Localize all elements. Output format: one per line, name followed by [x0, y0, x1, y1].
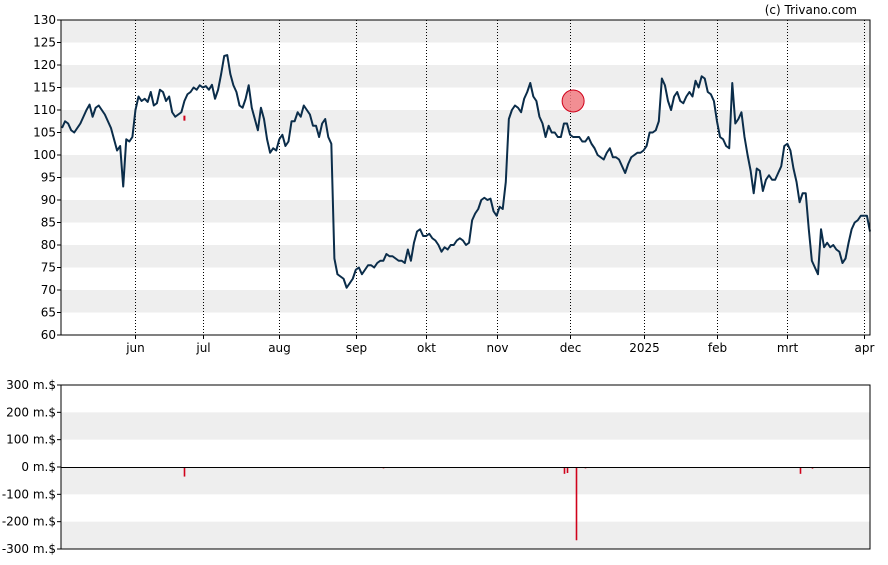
- volume-panel: 300 m.$ 200 m.$ 100 m.$ 0 m.$ -100 m.$ -200 m…: [2, 378, 871, 556]
- price-x-tick-label: 2025: [629, 341, 660, 355]
- volume-band: [61, 521, 870, 549]
- volume-bars: [183, 467, 814, 541]
- price-x-tick-label: sep: [346, 341, 367, 355]
- price-line: [61, 54, 871, 289]
- volume-y-tick-label: 200 m.$: [6, 405, 56, 419]
- price-x-tick-label: mrt: [777, 341, 799, 355]
- price-x-tick-label: jul: [195, 341, 210, 355]
- volume-grid-bands: [61, 412, 870, 549]
- price-y-tick-label: 95: [41, 171, 56, 185]
- price-markers: [183, 89, 585, 121]
- price-x-axis: junjulaugsepoktnovdec2025febmrtaprmei: [125, 335, 875, 355]
- price-x-tick-label: aug: [268, 341, 291, 355]
- price-y-tick-label: 85: [41, 216, 56, 230]
- volume-y-axis: 300 m.$ 200 m.$ 100 m.$ 0 m.$ -100 m.$ -200 m…: [2, 378, 61, 556]
- price-band: [61, 65, 870, 88]
- volume-frame: [60, 384, 871, 550]
- price-band: [61, 245, 870, 268]
- price-x-tick-label: feb: [708, 341, 727, 355]
- volume-y-tick-label: 0 m.$: [21, 460, 56, 474]
- price-band: [61, 200, 870, 223]
- price-y-tick-label: 80: [41, 238, 56, 252]
- price-x-tick-label: jun: [125, 341, 145, 355]
- price-y-tick-label: 105: [33, 126, 56, 140]
- price-band: [61, 290, 870, 313]
- volume-y-tick-label: 300 m.$: [6, 378, 56, 392]
- price-frame: [60, 19, 871, 336]
- price-y-tick-label: 120: [33, 58, 56, 72]
- event-marker: [561, 89, 585, 113]
- volume-y-tick-label: 100 m.$: [6, 433, 56, 447]
- price-y-tick-label: 60: [41, 328, 56, 342]
- price-x-tick-label: dec: [560, 341, 582, 355]
- copyright-text: (c) Trivano.com: [765, 3, 857, 17]
- price-y-tick-label: 90: [41, 193, 56, 207]
- volume-y-tick-label: -200 m.$: [2, 515, 56, 529]
- price-y-tick-label: 70: [41, 283, 56, 297]
- price-y-tick-label: 75: [41, 261, 56, 275]
- price-y-tick-label: 115: [33, 81, 56, 95]
- volume-band: [61, 412, 870, 440]
- price-y-tick-label: 125: [33, 36, 56, 50]
- volume-y-tick-label: -100 m.$: [2, 487, 56, 501]
- volume-band: [61, 467, 870, 495]
- price-y-tick-label: 100: [33, 148, 56, 162]
- price-panel: 130 125 120 115 110 105 100 95 90 85 80 75 70 65 60 ju…: [33, 13, 875, 355]
- price-y-axis: 130 125 120 115 110 105 100 95 90 85 80 75 70 65 60: [33, 13, 61, 342]
- price-x-tick-label: nov: [486, 341, 508, 355]
- price-band: [61, 110, 870, 133]
- price-y-tick-label: 130: [33, 13, 56, 27]
- price-series: [61, 54, 871, 289]
- price-grid-bands: [61, 20, 870, 313]
- volume-y-tick-label: -300 m.$: [2, 542, 56, 556]
- price-x-tick-label: okt: [417, 341, 436, 355]
- price-y-tick-label: 65: [41, 306, 56, 320]
- price-band: [61, 155, 870, 178]
- price-band: [61, 20, 870, 43]
- price-y-tick-label: 110: [33, 103, 56, 117]
- price-x-tick-label: apr: [855, 341, 875, 355]
